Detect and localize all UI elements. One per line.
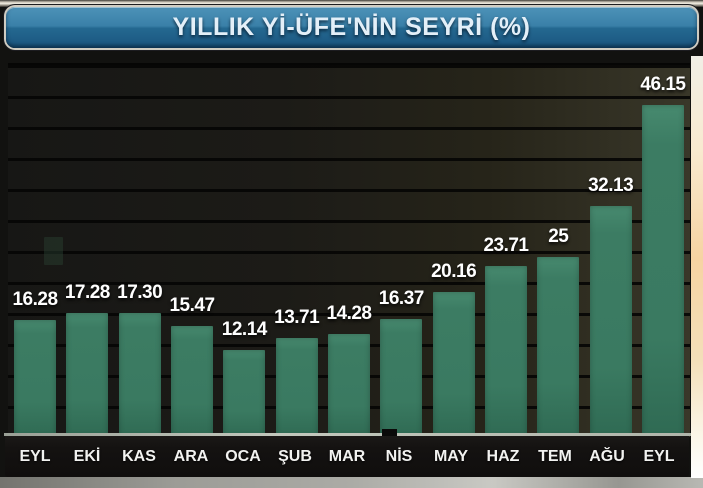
bar-column: 25 [537, 226, 580, 437]
month-label: EKİ [73, 447, 101, 465]
bar [327, 334, 370, 437]
bar-value-label: 14.28 [326, 303, 372, 324]
bar [484, 266, 527, 437]
bar-column: 17.30 [117, 282, 163, 437]
bar [170, 326, 213, 437]
bar-value-label: 15.47 [169, 295, 215, 316]
bar-column: 14.28 [326, 303, 372, 437]
bar-column: 20.16 [431, 261, 477, 437]
month-label: EYL [19, 447, 51, 465]
bar [118, 313, 161, 437]
bar-column: 15.47 [169, 295, 215, 437]
bar [275, 338, 318, 437]
bar-value-label: 13.71 [274, 307, 320, 328]
chart-title: YILLIK Yİ-ÜFE'NİN SEYRİ (%) [172, 13, 531, 41]
bar-value-label: 12.14 [221, 319, 268, 340]
metallic-top-strip [0, 0, 703, 7]
month-label: MAY [433, 447, 469, 465]
bar-column: 23.71 [483, 235, 529, 437]
bar-value-label: 25 [548, 226, 569, 247]
bar-value-label: 20.16 [431, 261, 477, 282]
month-label: OCA [225, 447, 261, 465]
bar-column: 12.14 [221, 319, 268, 437]
page-edge-strip [691, 56, 703, 478]
x-axis-month-labels: EYL EKİ KAS ARA OCA ŞUB MAR NİS MAY HAZ TEM AĞU EYL [5, 436, 689, 477]
bar-chart-plot-area: 16.28 17.28 17.30 15.47 12.14 13.71 14.28 16.37… [8, 63, 690, 437]
video-notch [382, 429, 397, 437]
bar-series: 16.28 17.28 17.30 15.47 12.14 13.71 14.28 16.37… [8, 65, 690, 437]
month-label: AĞU [589, 447, 625, 465]
month-label: ARA [173, 447, 209, 465]
month-label: NİS [385, 447, 413, 465]
month-label: EYL [643, 447, 675, 465]
bar-column: 16.28 [12, 289, 58, 437]
month-label: MAR [328, 447, 366, 465]
bar [589, 206, 632, 437]
bar-value-label: 23.71 [483, 235, 529, 256]
bar [14, 320, 56, 437]
bar-column: 17.28 [64, 282, 111, 437]
bar [223, 350, 266, 437]
bar-value-label: 16.37 [378, 288, 425, 309]
month-label: TEM [538, 447, 572, 465]
bar [432, 292, 475, 437]
bar-value-label: 17.28 [64, 282, 111, 303]
bar [380, 319, 423, 437]
bar [66, 313, 109, 437]
month-label: ŞUB [278, 447, 312, 465]
chart-baseline [4, 433, 691, 436]
bar-value-label: 32.13 [588, 175, 634, 196]
bar-value-label: 46.15 [640, 74, 686, 95]
title-banner: YILLIK Yİ-ÜFE'NİN SEYRİ (%) [6, 7, 697, 48]
bar-value-label: 16.28 [12, 289, 58, 310]
bar-column: 46.15 [640, 74, 686, 437]
bar-column: 32.13 [588, 175, 634, 437]
bar [641, 105, 684, 437]
bar-column: 16.37 [378, 288, 425, 437]
bar [537, 257, 580, 437]
month-label: KAS [122, 447, 156, 465]
bar-value-label: 17.30 [117, 282, 163, 303]
bar-column: 13.71 [274, 307, 320, 437]
bottom-reflection-band [0, 477, 703, 488]
video-artifact [44, 237, 63, 265]
month-label: HAZ [486, 447, 520, 465]
